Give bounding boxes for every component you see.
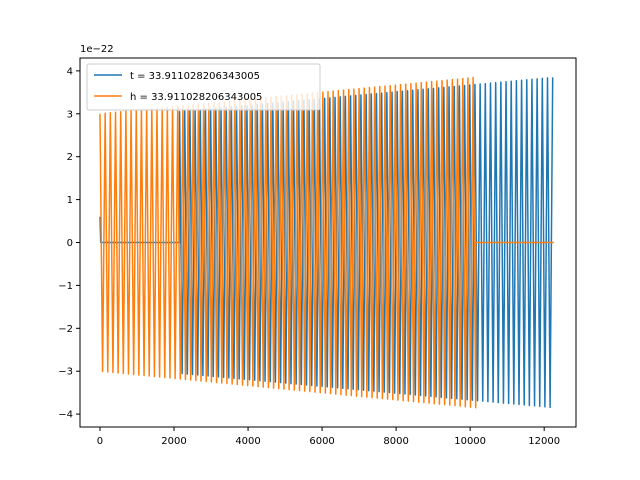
y-tick-label: 2 bbox=[67, 152, 73, 163]
series-line-h bbox=[99, 76, 554, 409]
x-tick-label: 2000 bbox=[161, 436, 186, 447]
y-tick-label: −4 bbox=[58, 410, 73, 421]
x-tick-label: 8000 bbox=[383, 436, 408, 447]
y-axis-offset-text: 1e−22 bbox=[80, 44, 114, 55]
x-tick-label: 6000 bbox=[309, 436, 334, 447]
y-tick-label: 3 bbox=[67, 109, 73, 120]
y-tick-label: −2 bbox=[58, 324, 73, 335]
y-tick-label: 1 bbox=[67, 195, 73, 206]
x-tick-label: 0 bbox=[97, 436, 103, 447]
y-axis: −4 −3 −2 −1 0 1 2 3 4 bbox=[58, 66, 80, 421]
x-tick-label: 4000 bbox=[235, 436, 260, 447]
x-axis: 0 2000 4000 6000 8000 10000 12000 bbox=[97, 427, 560, 447]
legend-label-t: t = 33.911028206343005 bbox=[130, 71, 260, 82]
y-tick-label: 4 bbox=[67, 66, 73, 77]
x-tick-label: 12000 bbox=[528, 436, 560, 447]
legend: t = 33.911028206343005 h = 33.9110282063… bbox=[86, 63, 321, 111]
y-tick-label: −1 bbox=[58, 281, 73, 292]
legend-box bbox=[86, 63, 321, 111]
legend-label-h: h = 33.911028206343005 bbox=[130, 92, 262, 103]
x-tick-label: 10000 bbox=[454, 436, 486, 447]
plot-area bbox=[99, 76, 554, 409]
y-tick-label: −3 bbox=[58, 367, 73, 378]
y-tick-label: 0 bbox=[67, 238, 73, 249]
